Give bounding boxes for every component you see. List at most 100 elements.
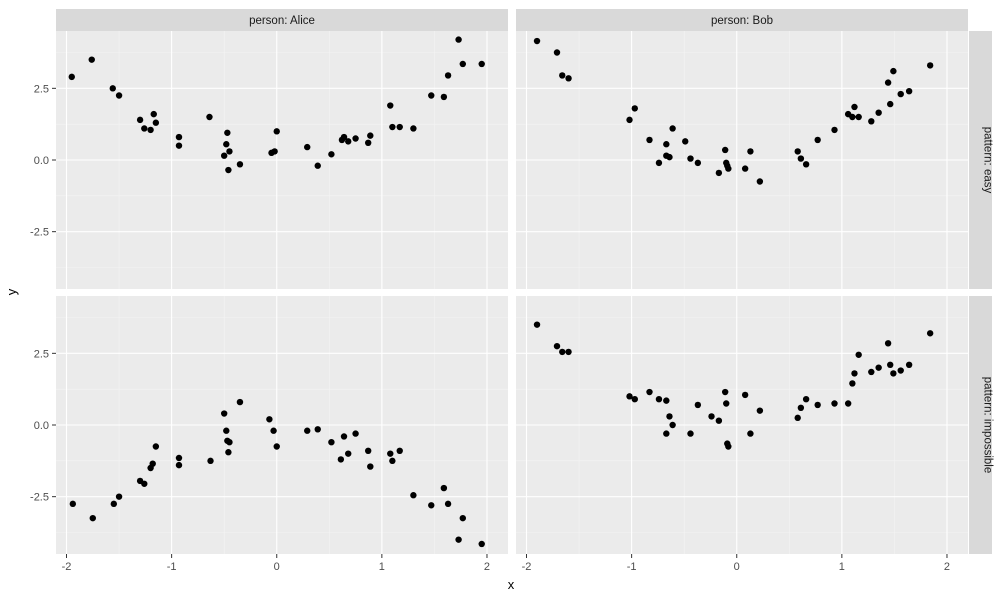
data-point — [794, 414, 801, 422]
data-point — [270, 427, 277, 434]
x-tick-label: -1 — [627, 561, 637, 573]
data-point — [396, 447, 403, 454]
data-point — [814, 401, 821, 409]
data-point — [152, 119, 160, 126]
data-point — [884, 340, 892, 347]
data-point — [236, 161, 244, 168]
data-point — [271, 148, 278, 155]
data-point — [273, 443, 280, 450]
data-point — [533, 321, 541, 328]
data-point — [663, 141, 670, 148]
x-tick-label: 2 — [944, 561, 950, 573]
data-point — [926, 62, 934, 69]
x-tick-label: 1 — [839, 561, 845, 573]
data-point — [352, 430, 359, 437]
data-point — [890, 67, 897, 75]
data-point — [314, 162, 321, 169]
data-point — [721, 388, 729, 396]
data-point — [802, 161, 810, 168]
data-point — [747, 430, 754, 437]
data-point — [345, 450, 352, 457]
x-tick-label: -2 — [62, 561, 72, 573]
data-point — [631, 396, 638, 403]
data-point — [340, 433, 348, 440]
data-point — [849, 380, 856, 387]
data-point — [715, 417, 723, 424]
y-tick-label: 0.0 — [34, 420, 49, 432]
data-point — [226, 148, 233, 155]
data-point — [459, 60, 466, 68]
data-point — [682, 138, 689, 145]
data-point — [109, 85, 116, 92]
data-point — [223, 427, 230, 434]
data-point — [559, 72, 566, 79]
data-point — [553, 342, 561, 350]
data-point — [225, 449, 232, 456]
column-strip — [516, 9, 968, 31]
y-tick-label: 0.0 — [34, 155, 49, 167]
data-point — [887, 100, 894, 108]
data-point — [455, 536, 462, 543]
data-point — [304, 427, 311, 434]
data-point — [687, 430, 694, 437]
data-point — [559, 348, 566, 356]
data-point — [897, 367, 904, 374]
data-point — [110, 500, 118, 508]
y-tick-label: 2.5 — [34, 83, 49, 95]
data-point — [220, 410, 228, 417]
data-point — [875, 364, 882, 371]
data-point — [553, 49, 561, 56]
data-point — [89, 514, 96, 522]
x-tick-label: 0 — [734, 561, 740, 573]
data-point — [141, 480, 148, 487]
data-point — [389, 457, 396, 465]
data-point — [88, 56, 95, 63]
data-point — [478, 540, 485, 548]
data-point — [831, 400, 838, 407]
data-point — [396, 123, 403, 131]
data-point — [410, 125, 417, 132]
data-point — [410, 492, 417, 499]
data-point — [851, 103, 858, 111]
data-point — [725, 443, 732, 450]
data-point — [741, 391, 749, 399]
data-point — [352, 135, 359, 142]
data-point — [663, 430, 670, 437]
data-point — [747, 148, 754, 155]
data-point — [890, 370, 897, 377]
data-point — [725, 165, 732, 172]
row-strip — [969, 31, 992, 289]
data-point — [340, 133, 348, 141]
data-point — [175, 461, 183, 469]
data-point — [455, 36, 462, 43]
data-point — [875, 109, 882, 116]
data-point — [669, 421, 676, 429]
row-strip — [969, 296, 992, 554]
data-point — [337, 456, 345, 463]
row-strip-label: pattern: impossible — [982, 377, 994, 474]
data-point — [851, 370, 858, 377]
data-point — [646, 136, 653, 144]
data-point — [236, 398, 244, 406]
data-point — [669, 125, 676, 132]
data-point — [533, 37, 541, 45]
data-point — [565, 348, 572, 356]
data-point — [273, 128, 280, 135]
data-point — [868, 118, 875, 125]
x-axis-label: x — [508, 577, 515, 592]
data-point — [655, 159, 663, 167]
data-point — [631, 105, 638, 112]
data-point — [440, 93, 448, 101]
data-point — [149, 460, 156, 467]
data-point — [387, 450, 394, 457]
data-point — [428, 92, 435, 99]
x-tick-label: 2 — [484, 561, 490, 573]
data-point — [206, 113, 213, 121]
data-point — [646, 388, 653, 396]
data-point — [364, 139, 372, 146]
data-point — [666, 153, 673, 161]
data-point — [905, 361, 913, 368]
data-point — [328, 439, 335, 446]
data-point — [756, 407, 764, 414]
